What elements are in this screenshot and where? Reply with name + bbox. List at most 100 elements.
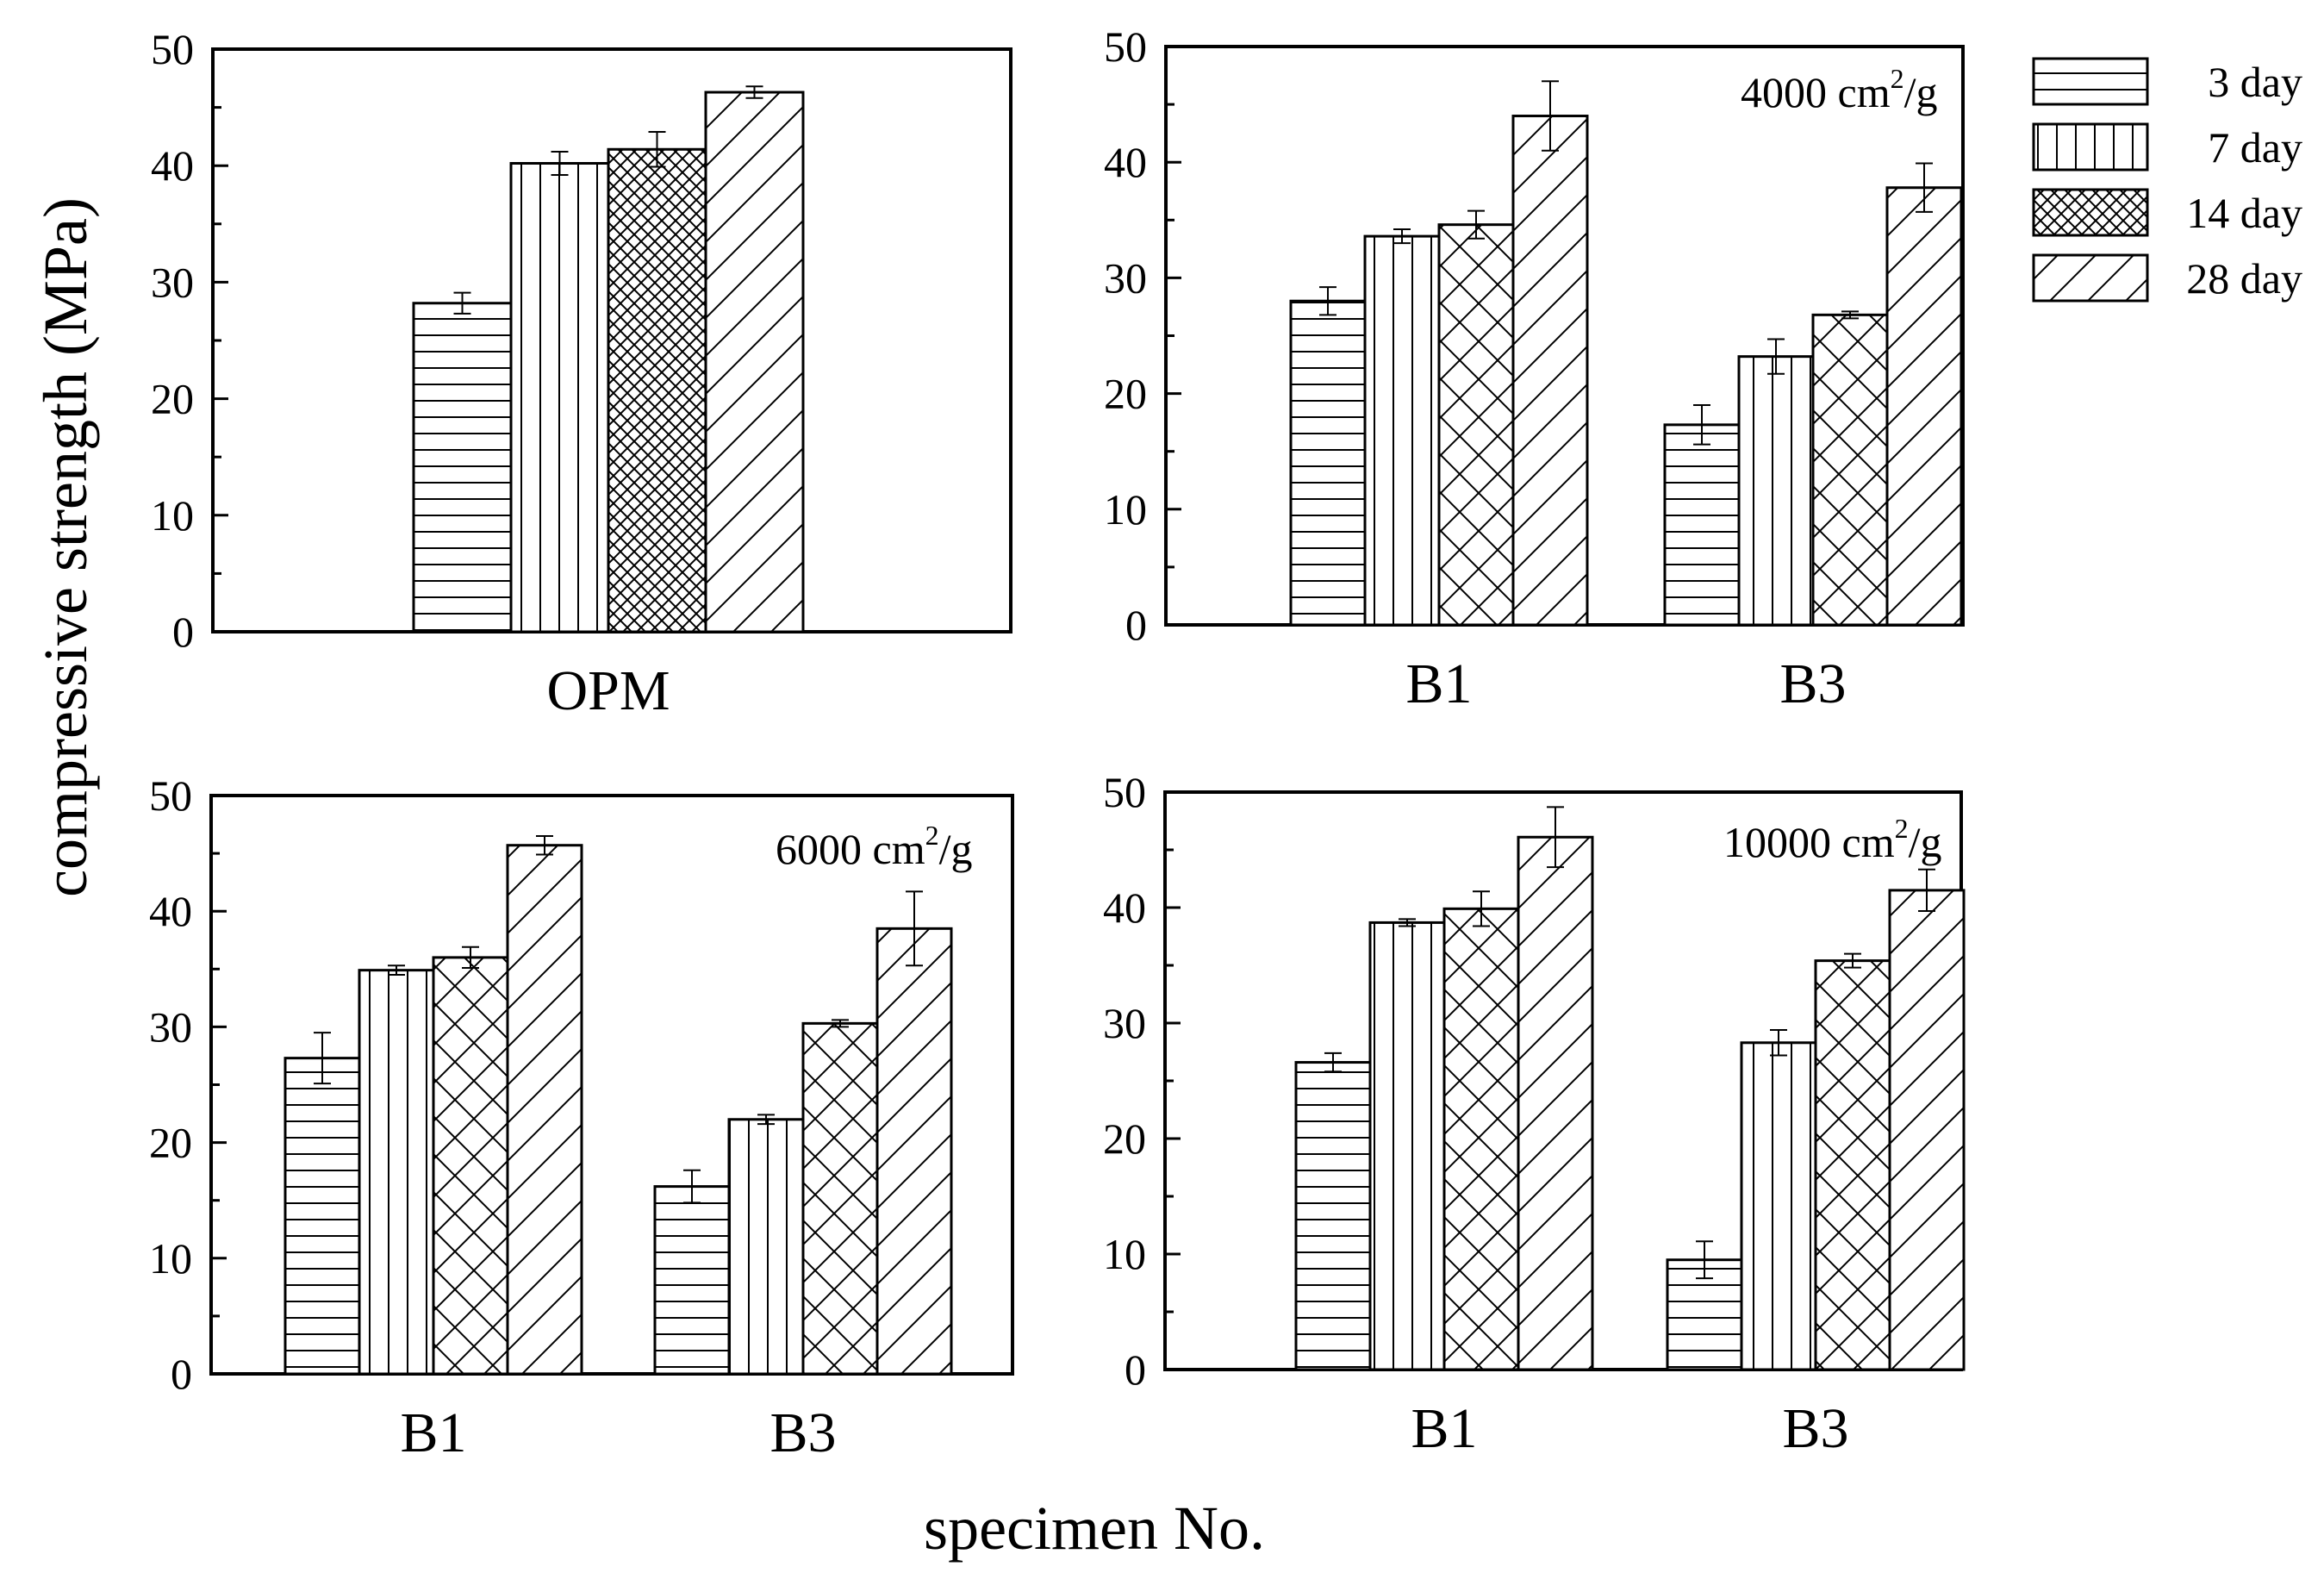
bar-b3-28-day (875, 927, 953, 1376)
panel-4000: 4000 cm2/g 0 10 20 30 40 50 B1 B3 (1104, 22, 1965, 715)
error-bar (551, 150, 569, 177)
legend-label: 28 day (2186, 254, 2302, 303)
y-tick-label: 50 (1103, 768, 1146, 816)
y-tick-label: 50 (151, 25, 194, 73)
legend-label: 7 day (2208, 123, 2302, 172)
bar-b1-14-day (1442, 907, 1520, 1371)
category-label: B3 (769, 1401, 836, 1464)
error-bar (1770, 1029, 1787, 1057)
error-bar (1399, 918, 1416, 927)
category-label: OPM (546, 659, 670, 722)
error-bar (1696, 1240, 1713, 1280)
y-tick-label: 10 (1104, 485, 1147, 534)
error-bar (1693, 404, 1710, 446)
legend-swatch-3-day (2032, 57, 2149, 106)
error-bar (1467, 209, 1485, 240)
y-tick-label: 30 (151, 258, 194, 306)
y-tick-label: 0 (1125, 1345, 1146, 1394)
category-label: B1 (1411, 1397, 1477, 1460)
y-tick-label: 10 (151, 491, 194, 540)
bar-b1-3-day (283, 1057, 361, 1376)
y-tick-label: 40 (151, 141, 194, 190)
bar-b1-7-day (1368, 921, 1446, 1371)
legend-swatch-28-day (2032, 253, 2149, 303)
legend-label: 14 day (2186, 189, 2302, 237)
bar-b1-14-day (432, 956, 509, 1376)
error-bar (1844, 952, 1861, 969)
bar-opm-14-day (607, 147, 707, 633)
y-axis-label: compressive strength (MPa) (31, 197, 100, 897)
bar-opm-28-day (704, 90, 805, 633)
error-bar (1542, 80, 1559, 152)
bar-b3-14-day (1811, 313, 1889, 627)
bar-b3-3-day (653, 1185, 731, 1376)
error-bar (314, 1032, 331, 1085)
y-tick-label: 30 (1103, 999, 1146, 1047)
y-tick-label: 20 (1104, 370, 1147, 418)
bar-b1-28-day (506, 844, 583, 1376)
bar-b3-14-day (1814, 959, 1891, 1371)
y-tick-label: 40 (1104, 138, 1147, 186)
error-bar (906, 890, 923, 967)
y-tick-label: 10 (149, 1234, 192, 1283)
bar-opm-3-day (412, 302, 513, 633)
y-tick-label: 10 (1103, 1230, 1146, 1278)
error-bar (832, 1019, 849, 1028)
bar-b3-7-day (1740, 1041, 1817, 1371)
error-bar (1324, 1052, 1342, 1073)
error-bar (453, 291, 471, 315)
category-label: B3 (1782, 1397, 1848, 1460)
bar-b3-7-day (1737, 355, 1815, 627)
y-tick-label: 40 (1103, 883, 1146, 932)
y-tick-label: 30 (149, 1002, 192, 1051)
y-tick-label: 30 (1104, 253, 1147, 302)
error-bar (1918, 868, 1935, 913)
panel-annotation: 4000 cm2/g (1741, 63, 1938, 116)
error-bar (683, 1169, 701, 1204)
error-bar (1473, 890, 1490, 927)
bar-opm-7-day (509, 161, 610, 633)
y-tick-label: 20 (1103, 1114, 1146, 1163)
category-label: B1 (1405, 652, 1472, 715)
legend-swatch-14-day (2032, 188, 2149, 237)
y-tick-label: 0 (1125, 601, 1147, 649)
y-tick-label: 50 (149, 771, 192, 820)
y-tick-label: 0 (171, 1350, 192, 1398)
y-tick-label: 0 (172, 608, 194, 656)
bar-b3-28-day (1885, 186, 1963, 627)
error-bar (1547, 806, 1564, 869)
legend-label: 3 day (2208, 58, 2302, 106)
bar-b1-28-day (1511, 115, 1589, 627)
legend-swatch-7-day (2032, 122, 2149, 172)
bar-b1-3-day (1294, 1061, 1372, 1371)
category-label: B3 (1779, 652, 1846, 715)
bar-b1-14-day (1437, 223, 1515, 627)
x-axis-label: specimen No. (924, 1494, 1265, 1563)
error-bar (536, 834, 553, 856)
error-bar (1841, 310, 1859, 320)
panel-annotation: 6000 cm2/g (776, 820, 973, 873)
error-bar (745, 85, 763, 99)
error-bar (757, 1114, 775, 1126)
error-bar (1916, 162, 1933, 213)
error-bar (388, 964, 405, 977)
bar-b1-28-day (1517, 835, 1594, 1371)
error-bar (1393, 228, 1411, 245)
panel-opm: 0 10 20 30 40 50 OPM (151, 25, 1012, 722)
error-bar (648, 130, 666, 168)
panel-10000: 10000 cm2/g 0 10 20 30 40 50 B1 B3 (1103, 768, 1966, 1460)
error-bar (1767, 338, 1785, 375)
error-bar (1319, 286, 1336, 316)
panel-annotation: 10000 cm2/g (1723, 813, 1942, 866)
bar-b3-7-day (727, 1118, 805, 1376)
bar-b1-7-day (1363, 234, 1441, 627)
bar-b1-3-day (1289, 299, 1367, 627)
panel-6000: 6000 cm2/g 0 10 20 30 40 50 B1 B3 (149, 771, 1014, 1464)
y-tick-label: 20 (149, 1119, 192, 1167)
bar-b1-7-day (358, 969, 435, 1376)
bar-b3-28-day (1888, 889, 1966, 1371)
error-bar (462, 946, 479, 969)
bar-b3-3-day (1663, 423, 1741, 627)
y-tick-label: 40 (149, 887, 192, 935)
